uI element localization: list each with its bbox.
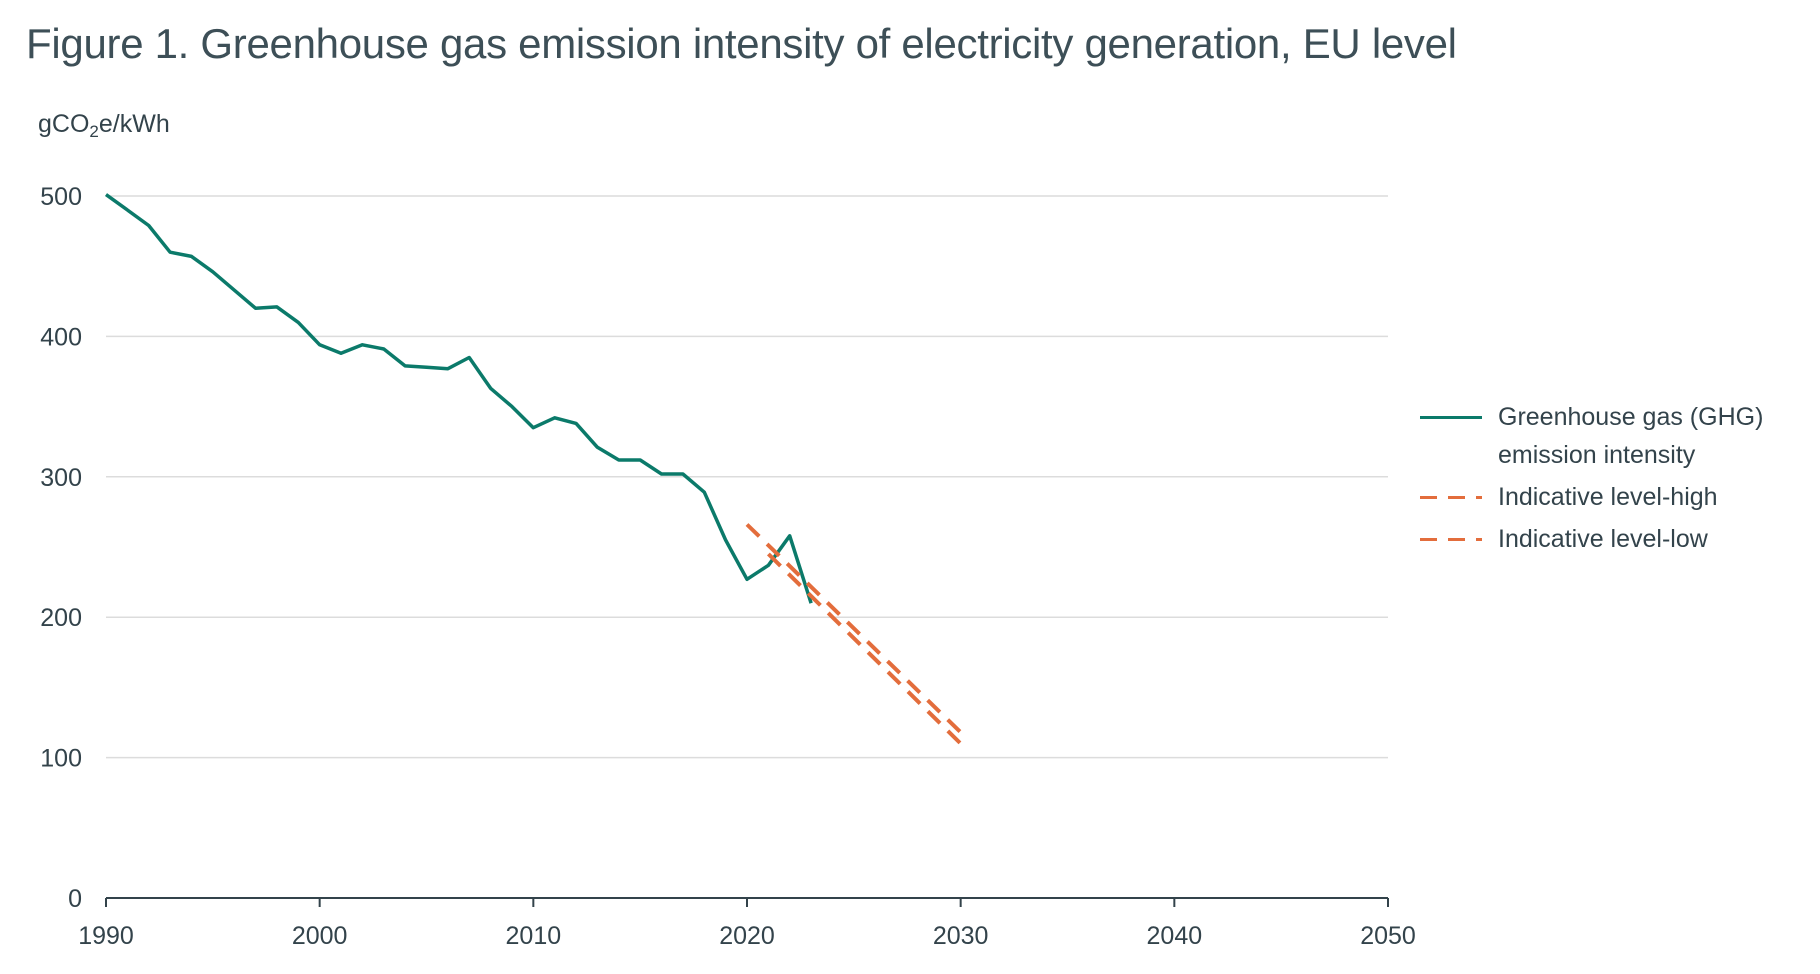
- legend: Greenhouse gas (GHG) emission intensity …: [1420, 398, 1820, 562]
- unit-subscript: 2: [89, 122, 99, 141]
- legend-item-ghg[interactable]: Greenhouse gas (GHG) emission intensity: [1420, 398, 1820, 474]
- x-tick-label-2010: 2010: [506, 922, 562, 950]
- legend-label-indicative-high: Indicative level-high: [1498, 483, 1718, 511]
- series-line-ghg: [104, 193, 813, 604]
- legend-label-indicative-low: Indicative level-low: [1498, 525, 1708, 553]
- y-axis-unit-label: gCO2e/kWh: [38, 110, 170, 142]
- series-line-indicative-high: [745, 523, 963, 734]
- chart-title: Figure 1. Greenhouse gas emission intens…: [26, 20, 1457, 67]
- series-line-indicative-low: [766, 552, 963, 746]
- x-tick-label-2020: 2020: [719, 922, 775, 950]
- series-lines: [104, 193, 963, 746]
- y-tick-label-0: 0: [68, 885, 82, 913]
- legend-swatch-indicative-high: [1420, 496, 1482, 499]
- x-tick-label-2000: 2000: [292, 922, 348, 950]
- unit-main: gCO: [38, 110, 90, 138]
- legend-item-indicative-high[interactable]: Indicative level-high: [1420, 478, 1820, 516]
- legend-swatch-ghg: [1420, 416, 1482, 419]
- grid-lines: [106, 195, 1388, 759]
- x-tick-label-1990: 1990: [78, 922, 134, 950]
- legend-item-indicative-low[interactable]: Indicative level-low: [1420, 520, 1820, 558]
- x-tick-label-2040: 2040: [1147, 922, 1203, 950]
- legend-swatch-indicative-low: [1420, 538, 1482, 541]
- y-tick-label-100: 100: [40, 745, 82, 773]
- legend-label-ghg: Greenhouse gas (GHG) emission intensity: [1498, 403, 1764, 469]
- y-tick-label-500: 500: [40, 183, 82, 211]
- unit-rest: e/kWh: [98, 110, 170, 138]
- y-tick-label-300: 300: [40, 464, 82, 492]
- x-tick-label-2030: 2030: [933, 922, 989, 950]
- y-tick-label-400: 400: [40, 323, 82, 351]
- x-tick-label-2050: 2050: [1360, 922, 1416, 950]
- y-tick-label-200: 200: [40, 604, 82, 632]
- x-axis: [105, 897, 1389, 907]
- tick-labels: 0 100 200 300 400 500 1990 2000 2010 2020 2030 2040…: [40, 183, 1416, 950]
